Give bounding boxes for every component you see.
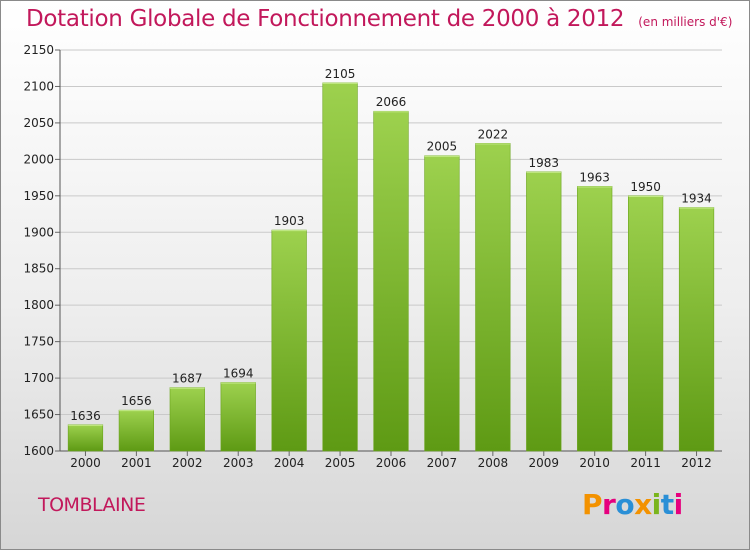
y-tick-label: 1700: [23, 371, 54, 385]
data-label: 1963: [579, 170, 610, 184]
bar-2003[interactable]: [220, 382, 256, 452]
y-tick-label: 1950: [23, 189, 54, 203]
bar-2011[interactable]: [628, 195, 664, 452]
y-tick-label: 1800: [23, 298, 54, 312]
data-label: 2005: [427, 140, 458, 154]
data-labels: 1636 1656 1687 1694 1903 2105 2066 2005 2022 1983…: [70, 67, 712, 423]
data-label: 1950: [630, 180, 661, 194]
x-tick-label: 2004: [274, 456, 305, 470]
x-tick-label: 2002: [172, 456, 203, 470]
bar-2008[interactable]: [475, 143, 511, 452]
y-tick-label: 1600: [23, 444, 54, 458]
x-tick-label: 2003: [223, 456, 254, 470]
y-tick-label: 2150: [23, 43, 54, 57]
data-label: 2105: [325, 67, 356, 81]
bar-2007[interactable]: [424, 155, 460, 452]
x-tick-label: 2001: [121, 456, 152, 470]
y-tick-label: 1850: [23, 262, 54, 276]
bar-2012[interactable]: [678, 207, 715, 452]
bar-2009[interactable]: [526, 171, 562, 452]
y-tick-label: 2100: [23, 79, 54, 93]
data-label: 1636: [70, 409, 101, 423]
y-tick-label: 1900: [23, 225, 54, 239]
bar-2002[interactable]: [169, 387, 205, 452]
x-tick-label: 2000: [70, 456, 101, 470]
x-tick-label: 2012: [681, 456, 712, 470]
bar-2000[interactable]: [67, 424, 104, 452]
proxiti-logo[interactable]: Proxiti: [582, 488, 683, 521]
x-tick-label: 2010: [579, 456, 610, 470]
chart-unit: (en milliers d'€): [638, 15, 733, 29]
bar-2004[interactable]: [271, 229, 307, 452]
x-tick-label: 2009: [528, 456, 559, 470]
title-row: Dotation Globale de Fonctionnement de 20…: [26, 6, 732, 32]
y-tick-label: 1750: [23, 335, 54, 349]
bar-2001[interactable]: [118, 409, 154, 452]
x-tick-label: 2005: [325, 456, 356, 470]
bar-2010[interactable]: [577, 186, 613, 452]
data-label: 1687: [172, 372, 203, 386]
y-tick-label: 2050: [23, 116, 54, 130]
data-label: 1983: [528, 156, 559, 170]
data-label: 1694: [223, 366, 254, 380]
data-label: 1934: [681, 191, 712, 205]
y-tick-label: 2000: [23, 152, 54, 166]
data-label: 1656: [121, 394, 152, 408]
x-tick-label: 2011: [630, 456, 661, 470]
city-name: TOMBLAINE: [38, 494, 146, 516]
bars: [67, 82, 715, 452]
data-label: 2066: [376, 95, 407, 109]
chart-title: Dotation Globale de Fonctionnement de 20…: [26, 6, 625, 32]
axes: 1600 1650 1700 1750 1800 1850 1900 1950 2000 2050…: [23, 43, 722, 470]
data-label: 1903: [274, 214, 305, 228]
y-tick-label: 1650: [23, 408, 54, 422]
bar-2005[interactable]: [322, 82, 358, 452]
bar-2006[interactable]: [373, 110, 409, 452]
x-tick-label: 2006: [376, 456, 407, 470]
x-tick-label: 2008: [478, 456, 509, 470]
x-tick-label: 2007: [427, 456, 458, 470]
data-label: 2022: [478, 127, 509, 141]
